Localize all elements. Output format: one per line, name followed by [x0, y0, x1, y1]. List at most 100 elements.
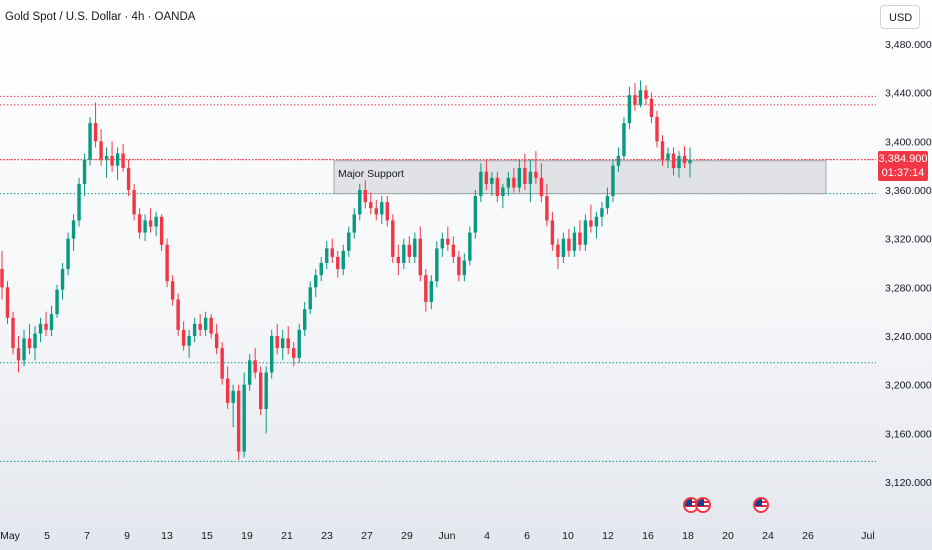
x-tick-label: 4 — [484, 530, 490, 542]
candle-body — [16, 348, 21, 361]
candle-body — [363, 190, 367, 203]
candle — [192, 317, 197, 343]
candle-body — [627, 95, 632, 124]
candle-body — [462, 260, 467, 276]
major-support-zone[interactable] — [333, 160, 827, 195]
x-tick-label: 19 — [241, 530, 253, 542]
candle-body — [347, 232, 351, 251]
candle — [468, 226, 472, 266]
x-tick-label: 29 — [401, 530, 413, 542]
candle — [220, 342, 224, 385]
x-tick-label: 10 — [562, 530, 574, 542]
candle — [137, 208, 142, 239]
candle — [605, 187, 610, 215]
candle — [435, 241, 439, 288]
candle-body — [594, 216, 599, 227]
candle — [523, 153, 527, 190]
candle — [225, 366, 230, 409]
x-tick-label: 21 — [281, 530, 293, 542]
y-tick-label: 3,160.000 — [885, 428, 932, 440]
x-tick-label: 5 — [44, 530, 50, 542]
price-axis[interactable]: 3,120.000 3,160.000 3,200.000 3,240.000 3,28… — [885, 39, 932, 489]
candle-body — [688, 159, 692, 164]
x-tick-label: 20 — [722, 530, 734, 542]
candle — [440, 232, 445, 257]
symbol-title: Gold Spot / U.S. Dollar · 4h · OANDA — [5, 11, 196, 23]
candle — [325, 241, 329, 270]
candle-body — [303, 309, 307, 330]
candle — [413, 232, 417, 263]
candle — [644, 85, 648, 105]
candle — [104, 147, 109, 178]
candle — [407, 236, 412, 263]
candle — [253, 348, 257, 379]
candle-body — [490, 177, 494, 184]
candle-body — [253, 360, 257, 373]
x-tick-label: 16 — [642, 530, 654, 542]
candle — [671, 147, 676, 176]
candle — [589, 204, 593, 233]
candle-body — [589, 220, 593, 227]
candle-body — [82, 159, 87, 184]
candle-body — [38, 323, 43, 334]
candle-body — [391, 220, 395, 257]
candle — [479, 163, 483, 203]
candle-body — [479, 171, 483, 197]
current-price-label: 3,384.900 — [878, 153, 928, 165]
candle-body — [181, 329, 186, 346]
candle-body — [60, 269, 65, 290]
candle — [198, 314, 202, 336]
x-tick-label: 23 — [321, 530, 333, 542]
candle — [269, 329, 274, 379]
us-flag-icon[interactable] — [753, 497, 769, 513]
candle — [22, 329, 26, 367]
candle-body — [341, 250, 345, 270]
candle-body — [550, 220, 555, 245]
candle-body — [435, 248, 439, 282]
x-tick-label: 9 — [124, 530, 130, 542]
candle — [633, 82, 637, 111]
candle-body — [407, 244, 412, 257]
candle-body — [644, 90, 648, 99]
candle — [418, 226, 423, 282]
candle — [27, 323, 32, 355]
candle — [187, 329, 191, 358]
candle — [561, 232, 566, 263]
candle — [44, 311, 48, 336]
candle-body — [605, 196, 610, 209]
candle-body — [446, 238, 450, 245]
candle — [165, 238, 169, 288]
candle — [11, 311, 15, 355]
candle-body — [143, 220, 147, 233]
x-tick-label: 13 — [161, 530, 173, 542]
candle-body — [49, 314, 54, 330]
candle — [148, 208, 153, 233]
candle-body — [534, 171, 538, 178]
candle-body — [583, 220, 588, 245]
candle — [347, 226, 351, 257]
currency-button[interactable]: USD — [880, 5, 920, 29]
candle-body — [319, 263, 323, 276]
candle-body — [451, 244, 456, 257]
candle — [451, 236, 456, 263]
y-tick-label: 3,360.000 — [885, 185, 932, 197]
candle — [132, 183, 136, 221]
candle — [154, 211, 158, 237]
candle-body — [622, 123, 626, 156]
candle-body — [528, 171, 533, 184]
candle-body — [225, 378, 230, 403]
candle — [402, 238, 406, 270]
candle — [688, 147, 692, 178]
candle-body — [280, 338, 285, 349]
candle-body — [33, 333, 37, 349]
candle — [572, 226, 577, 257]
time-axis[interactable]: May 5 7 9 13 15 19 21 23 27 29 Jun 4 6 10 12 16 18 20 24 26 J… — [0, 530, 875, 542]
us-flag-icon[interactable] — [695, 497, 711, 513]
candle-body — [600, 208, 604, 217]
candle-body — [677, 155, 681, 169]
candle-body — [236, 390, 241, 452]
candle — [297, 323, 301, 363]
zone-label: Major Support — [338, 168, 404, 180]
candle-body — [159, 216, 164, 245]
